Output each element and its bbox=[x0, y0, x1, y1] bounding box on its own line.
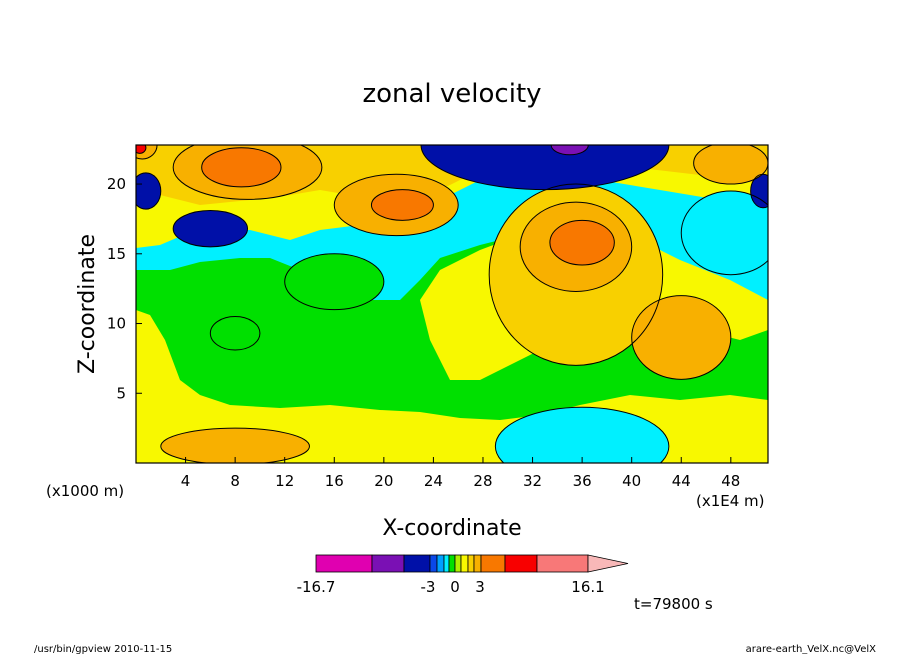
x-tick-label-10: 44 bbox=[672, 472, 691, 490]
velocity-region-13 bbox=[495, 407, 669, 463]
y-unit-label: (x1E4 m) bbox=[696, 492, 765, 510]
contour-line-20 bbox=[284, 253, 385, 311]
velocity-region-20 bbox=[284, 253, 384, 310]
x-tick-label-4: 20 bbox=[374, 472, 393, 490]
y-tick-label-2: 15 bbox=[107, 245, 126, 263]
velocity-region-18 bbox=[693, 145, 768, 185]
contour-line-3 bbox=[201, 147, 282, 188]
x-tick-label-0: 4 bbox=[181, 472, 191, 490]
contour-line-1 bbox=[136, 145, 147, 154]
contour-line-8 bbox=[488, 183, 664, 366]
colorbar-segment-12 bbox=[504, 554, 538, 573]
chart-title: zonal velocity bbox=[362, 79, 541, 109]
x-tick-label-3: 16 bbox=[325, 472, 344, 490]
velocity-region-16 bbox=[681, 191, 768, 275]
x-axis-label: X-coordinate bbox=[382, 516, 521, 541]
contour-line-6 bbox=[172, 210, 249, 248]
colorbar-mid-label-1: -3 bbox=[421, 578, 436, 596]
colorbar-segment-11 bbox=[480, 554, 506, 573]
velocity-regions bbox=[136, 145, 768, 463]
x-unit-label: (x1000 m) bbox=[46, 482, 124, 500]
x-tick-label-7: 32 bbox=[523, 472, 542, 490]
colorbar-mid-label-3: 3 bbox=[475, 578, 485, 596]
x-tick-label-2: 12 bbox=[275, 472, 294, 490]
x-tick-label-9: 40 bbox=[622, 472, 641, 490]
colorbar-segment-8 bbox=[460, 554, 469, 573]
contour-line-16 bbox=[680, 190, 768, 276]
contour-line-10 bbox=[549, 219, 615, 266]
velocity-region-7 bbox=[136, 172, 161, 210]
velocity-region-17 bbox=[750, 174, 768, 208]
contour-line-13 bbox=[494, 406, 670, 463]
x-tick-label-8: 36 bbox=[573, 472, 592, 490]
colorbar-mid-label-2: 0 bbox=[450, 578, 460, 596]
velocity-region-5 bbox=[371, 189, 434, 221]
x-tick-label-11: 48 bbox=[721, 472, 740, 490]
colorbar-segment-5 bbox=[443, 554, 450, 573]
x-tick-label-6: 28 bbox=[473, 472, 492, 490]
y-tick-label-3: 20 bbox=[107, 175, 126, 193]
colorbar-segment-13 bbox=[536, 554, 589, 573]
x-tick-label-5: 24 bbox=[424, 472, 443, 490]
contour-line-18 bbox=[693, 145, 768, 185]
y-axis-label: Z-coordinate bbox=[75, 234, 100, 374]
velocity-region-19 bbox=[210, 316, 260, 351]
colorbar-segment-3 bbox=[429, 554, 438, 573]
colorbar-segment-10 bbox=[473, 554, 482, 573]
colorbar-max-arrow bbox=[587, 554, 629, 573]
colorbar-segment-2 bbox=[403, 554, 431, 573]
contour-line-2 bbox=[172, 145, 323, 200]
contour-line-5 bbox=[370, 189, 434, 221]
velocity-region-10 bbox=[549, 220, 615, 265]
colorbar-max-label: 16.1 bbox=[571, 578, 604, 596]
colorbar-segment-6 bbox=[448, 554, 456, 573]
footer-left-note: /usr/bin/gpview 2010-11-15 bbox=[34, 644, 172, 654]
footer-right-note: arare-earth_VelX.nc@VelX bbox=[746, 644, 877, 654]
contour-line-12 bbox=[160, 427, 310, 463]
plot-frame bbox=[135, 144, 769, 464]
y-tick-label-1: 10 bbox=[107, 315, 126, 333]
velocity-region-1 bbox=[136, 145, 146, 154]
velocity-region-15 bbox=[551, 145, 589, 155]
x-tick-label-1: 8 bbox=[230, 472, 240, 490]
velocity-region-3 bbox=[201, 147, 281, 187]
y-axis-ticks: 5 10 15 20 bbox=[107, 175, 142, 402]
colorbar-segment-7 bbox=[454, 554, 462, 573]
velocity-region-11 bbox=[631, 295, 731, 380]
y-tick-label-0: 5 bbox=[116, 384, 126, 402]
contour-line-7 bbox=[136, 172, 162, 210]
time-label: t=79800 s bbox=[634, 595, 713, 613]
velocity-region-6 bbox=[173, 210, 248, 247]
velocity-region-12 bbox=[160, 428, 310, 463]
velocity-region-14 bbox=[421, 145, 669, 190]
x-axis-ticks: 4 8 12 16 20 24 28 32 36 40 44 48 bbox=[181, 457, 740, 490]
contour-line-11 bbox=[631, 295, 732, 380]
colorbar-min-label: -16.7 bbox=[297, 578, 336, 596]
contour-line-0 bbox=[136, 145, 158, 160]
colorbar-segment-4 bbox=[436, 554, 445, 573]
plot-area bbox=[135, 144, 769, 464]
colorbar-segment-9 bbox=[467, 554, 475, 573]
colorbar-segment-0 bbox=[315, 554, 373, 573]
contour-line-4 bbox=[333, 173, 459, 237]
colorbar-segment-1 bbox=[371, 554, 405, 573]
contour-line-9 bbox=[519, 201, 633, 292]
contour-line-19 bbox=[209, 316, 261, 351]
colorbar bbox=[315, 554, 629, 573]
